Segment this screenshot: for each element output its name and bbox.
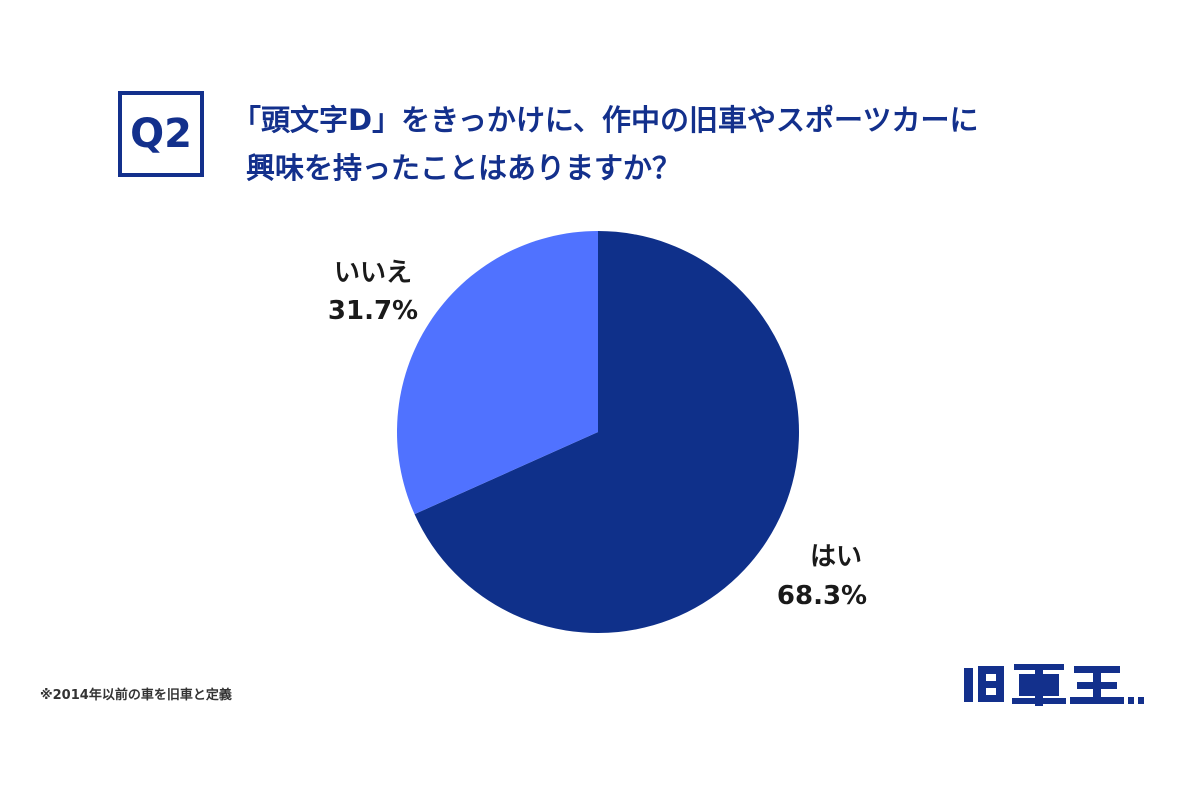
question-line-2: 興味を持ったことはありますか？	[246, 151, 682, 185]
question-number-badge: Q2	[118, 91, 204, 177]
question-text: 「頭文字D」をきっかけに、作中の旧車やスポーツカーに 興味を持ったことはあります…	[232, 96, 1132, 192]
brand-logo	[964, 664, 1144, 706]
footnote: ※2014年以前の車を旧車と定義	[40, 688, 232, 703]
pie-slice-yes	[414, 231, 800, 633]
slice-label-no: いいえ 31.7%	[328, 258, 418, 326]
slice-label-no-name: いいえ	[334, 258, 412, 288]
slice-label-no-value: 31.7%	[328, 296, 418, 326]
question-line-1: 「頭文字D」をきっかけに、作中の旧車やスポーツカーに	[232, 103, 979, 137]
slice-label-yes-value: 68.3%	[777, 581, 867, 611]
slice-label-yes-name: はい	[810, 542, 862, 572]
slice-label-yes: はい 68.3%	[777, 542, 867, 611]
pie-slices	[397, 231, 800, 633]
pie-slice-no	[397, 231, 598, 515]
